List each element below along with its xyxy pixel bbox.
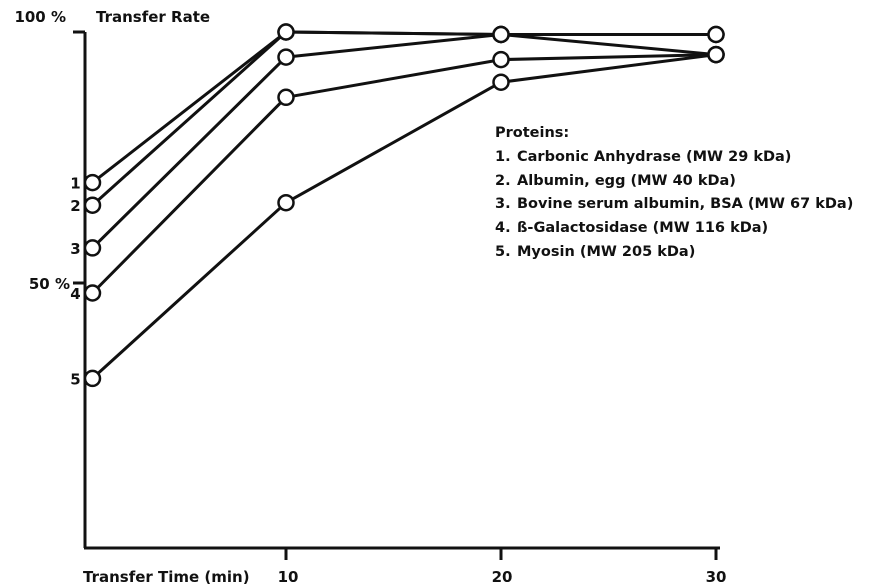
series-layer: 1 2 3 4 5 [70,23,725,388]
legend-title: Proteins: [495,125,570,141]
data-point-s2-1 [83,196,102,214]
legend-label: Albumin, egg (MW 40 kDa) [517,172,736,189]
series-label-4: 4 [70,285,80,303]
data-point-s5-2 [277,193,295,212]
y-tick-label-50: 50 % [29,275,70,293]
series-label-5: 5 [70,370,80,388]
series-line-4 [91,53,717,295]
legend-number: 4. [495,220,511,237]
legend-number: 3. [495,196,511,213]
legend-label: Bovine serum albumin, BSA (MW 67 kDa) [517,196,854,213]
legend-number: 5. [495,243,511,260]
data-point-s3-1 [83,239,102,257]
data-point-s1-1 [83,173,102,192]
data-point-s3-3 [492,25,510,44]
legend-label: Myosin (MW 205 kDa) [517,243,696,260]
legend-item-5: 5. Myosin (MW 205 kDa) [495,241,853,265]
legend-item-4: 4. ß-Galactosidase (MW 116 kDa) [495,217,853,241]
x-tick-label-10: 10 [278,568,299,586]
series-line-2 [91,30,716,207]
legend-number: 1. [495,148,511,165]
data-point-s2-4 [707,25,725,44]
data-point-s5-4 [707,45,725,64]
legend-item-2: 2. Albumin, egg (MW 40 kDa) [495,170,853,194]
legend-item-1: 1. Carbonic Anhydrase (MW 29 kDa) [495,146,853,170]
legend-label: Carbonic Anhydrase (MW 29 kDa) [517,148,792,165]
legend-item-3: 3. Bovine serum albumin, BSA (MW 67 kDa) [495,193,853,217]
x-tick-label-30: 30 [706,568,727,586]
x-axis-title: Transfer Time (min) [83,568,250,586]
data-point-s2-2 [277,23,295,41]
data-point-s5-1 [83,369,102,388]
series-line-5 [91,53,717,380]
legend-number: 2. [495,172,511,189]
data-point-s4-1 [83,284,102,302]
y-axis-title: Transfer Rate [96,8,210,26]
data-point-s4-3 [492,50,510,69]
legend-label: ß-Galactosidase (MW 116 kDa) [517,220,769,237]
series-label-2: 2 [70,197,80,215]
x-tick-label-20: 20 [492,568,513,586]
data-point-s5-3 [492,73,510,91]
series-label-3: 3 [70,240,80,258]
chart-axes [73,30,720,560]
data-point-s3-2 [277,48,295,66]
data-point-s4-2 [277,88,295,107]
y-tick-label-100: 100 % [14,8,66,26]
series-line-3 [91,33,717,249]
series-label-1: 1 [70,175,80,193]
legend: Proteins: 1. Carbonic Anhydrase (MW 29 kD… [495,122,853,265]
